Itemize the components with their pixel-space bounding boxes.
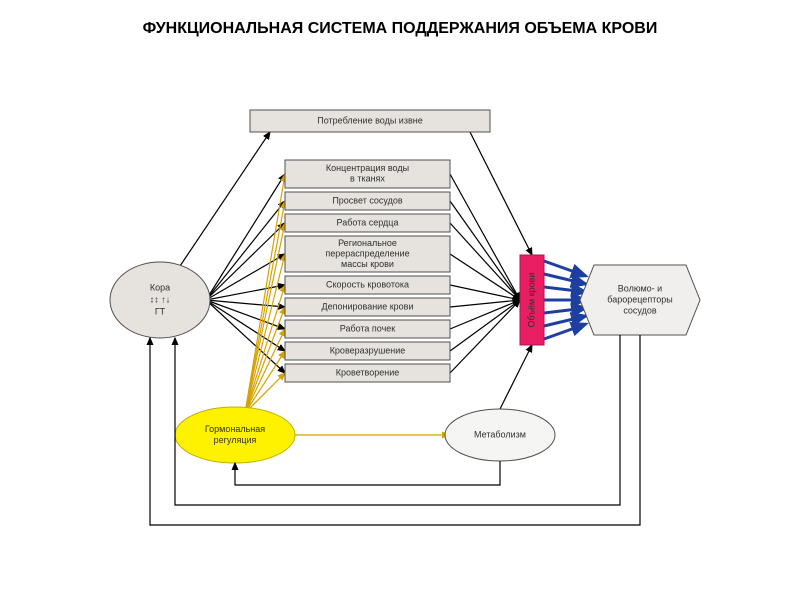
svg-text:Работа почек: Работа почек — [340, 323, 396, 333]
svg-text:ГТ: ГТ — [155, 306, 166, 316]
svg-text:Гормональная: Гормональная — [205, 424, 265, 434]
svg-text:Работа сердца: Работа сердца — [337, 217, 399, 227]
diagram-svg: Потребление воды извне Концентрация водыв… — [80, 90, 720, 570]
diagram-title: ФУНКЦИОНАЛЬНАЯ СИСТЕМА ПОДДЕРЖАНИЯ ОБЪЕМ… — [0, 20, 800, 38]
diagram-canvas: Потребление воды извне Концентрация водыв… — [80, 90, 720, 570]
svg-text:Просвет сосудов: Просвет сосудов — [332, 195, 403, 205]
svg-text:сосудов: сосудов — [623, 305, 657, 315]
svg-text:Депонирование крови: Депонирование крови — [322, 301, 414, 311]
svg-text:Объём крови: Объём крови — [526, 273, 536, 328]
svg-text:Региональное: Региональное — [338, 238, 397, 248]
svg-text:Концентрация воды: Концентрация воды — [326, 163, 409, 173]
svg-text:перераспределение: перераспределение — [325, 248, 409, 258]
svg-text:барорецепторы: барорецепторы — [607, 294, 672, 304]
svg-text:Кроверазрушение: Кроверазрушение — [330, 345, 406, 355]
svg-text:Кроветворение: Кроветворение — [336, 367, 399, 377]
svg-text:Метаболизм: Метаболизм — [474, 429, 526, 439]
svg-text:↕↕ ↑↓: ↕↕ ↑↓ — [150, 294, 171, 304]
svg-text:массы крови: массы крови — [341, 259, 394, 269]
svg-text:Волюмо- и: Волюмо- и — [618, 283, 662, 293]
svg-text:Скорость кровотока: Скорость кровотока — [326, 279, 409, 289]
svg-text:Потребление воды извне: Потребление воды извне — [317, 115, 422, 125]
svg-text:Кора: Кора — [150, 282, 170, 292]
svg-text:регуляция: регуляция — [214, 435, 257, 445]
svg-text:в тканях: в тканях — [350, 174, 385, 184]
